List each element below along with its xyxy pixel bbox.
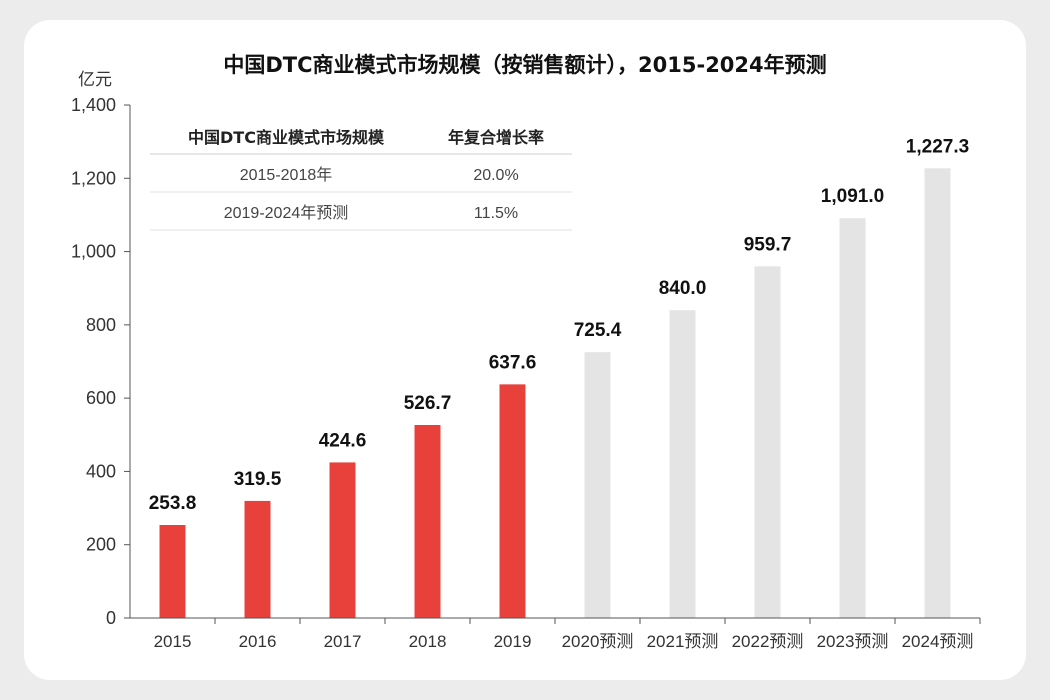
y-axis: 0 200 400 600 800 1,000 1,200 1,400 — [71, 95, 131, 628]
bar-2018 — [414, 425, 441, 618]
table-row-2-cagr: 11.5% — [474, 205, 518, 222]
data-label: 526.7 — [404, 393, 452, 414]
y-axis-unit: 亿元 — [78, 70, 112, 90]
x-tick-label: 2022预测 — [732, 632, 804, 651]
x-tick-label: 2020预测 — [562, 632, 634, 651]
data-label: 725.4 — [574, 320, 622, 341]
x-tick-label: 2024预测 — [902, 632, 974, 651]
data-label: 1,227.3 — [906, 136, 969, 157]
table-header-market: 中国DTC商业模式市场规模 — [188, 128, 385, 147]
y-tick-label: 0 — [106, 608, 116, 628]
bar-2021预测 — [669, 310, 696, 618]
bar-2015 — [159, 525, 186, 618]
bar-2024预测 — [924, 168, 951, 618]
bar-2023预测 — [839, 218, 866, 618]
data-label: 959.7 — [744, 234, 792, 255]
y-tick-label: 400 — [86, 461, 116, 481]
x-axis: 2015 2016 2017 2018 2019 2020预测 2021预测 2022预测 20… — [130, 617, 981, 651]
chart-title: 中国DTC商业模式市场规模（按销售额计），2015-2024年预测 — [223, 53, 826, 77]
table-row-1-period: 2015-2018年 — [240, 166, 333, 184]
bar-2016 — [244, 500, 271, 618]
y-tick-label: 600 — [86, 388, 116, 408]
x-tick-label: 2017 — [324, 632, 362, 651]
y-tick-label: 1,200 — [71, 168, 116, 188]
x-tick-label: 2015 — [154, 632, 192, 651]
y-tick-label: 1,000 — [71, 242, 116, 262]
bars-group: 253.8 319.5 424.6 526.7 637.6 725.4 840.0 959.7… — [149, 136, 969, 618]
table-row-2-period: 2019-2024年预测 — [224, 204, 349, 222]
data-label: 1,091.0 — [821, 186, 884, 207]
y-tick-label: 800 — [86, 315, 116, 335]
y-tick-label: 1,400 — [71, 95, 116, 115]
bar-2019 — [499, 384, 526, 618]
data-label: 253.8 — [149, 493, 197, 514]
data-label: 637.6 — [489, 352, 537, 373]
x-tick-label: 2018 — [409, 632, 447, 651]
x-tick-label: 2019 — [494, 632, 532, 651]
x-tick-label: 2016 — [239, 632, 277, 651]
bar-2020预测 — [584, 352, 611, 618]
bar-2017 — [329, 462, 356, 618]
data-label: 840.0 — [659, 278, 707, 299]
data-label: 424.6 — [319, 430, 367, 451]
data-label: 319.5 — [234, 469, 282, 490]
cagr-table: 中国DTC商业模式市场规模 年复合增长率 2015-2018年 20.0% 20… — [150, 128, 572, 231]
bar-2022预测 — [754, 266, 781, 618]
table-row-1-cagr: 20.0% — [473, 167, 518, 184]
x-tick-label: 2021预测 — [647, 632, 719, 651]
x-tick-label: 2023预测 — [817, 632, 889, 651]
y-tick-label: 200 — [86, 535, 116, 555]
table-header-cagr: 年复合增长率 — [448, 128, 544, 147]
